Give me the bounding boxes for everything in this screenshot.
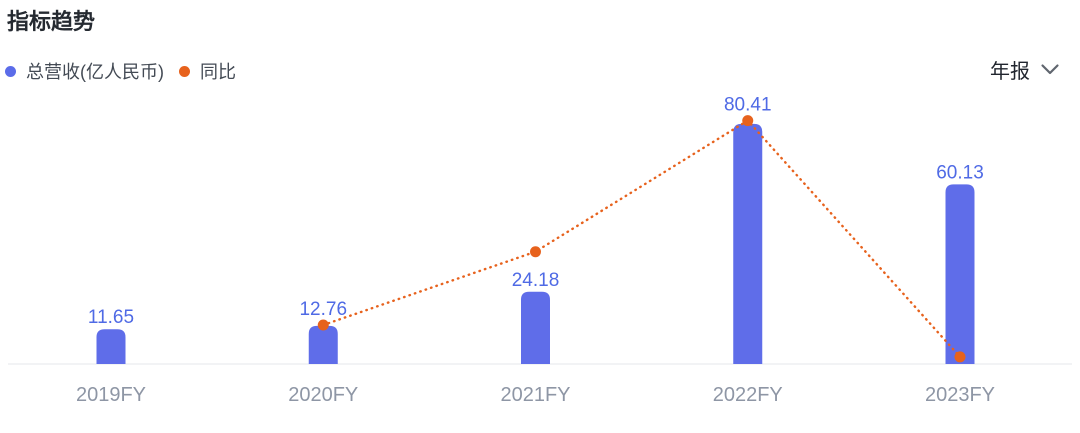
bar-value-label-2020FY: 12.76 [299,299,347,320]
x-axis-label-2021FY: 2021FY [500,384,570,406]
bar-value-label-2019FY: 11.65 [88,307,134,328]
panel-title: 指标趋势 [7,9,96,34]
bar-2019FY[interactable] [96,329,126,364]
legend-item-revenue[interactable]: 总营收(亿人民币) [5,58,164,84]
period-selector[interactable]: 年报 [990,55,1060,84]
chevron-down-icon [1041,64,1059,75]
legend-label-yoy: 同比 [200,62,236,82]
yoy-dotted-line [322,119,962,359]
legend-marker-yoy-icon [179,65,190,77]
legend-marker-revenue-icon [5,65,16,77]
bar-value-label-2021FY: 24.18 [512,270,560,291]
bar-2020FY[interactable] [308,325,338,364]
yoy-point-2020FY[interactable] [317,319,329,331]
legend-label-revenue: 总营收(亿人民币) [26,62,164,82]
bar-2021FY[interactable] [521,291,550,364]
chart-legend: 总营收(亿人民币) 同比 [5,58,236,84]
x-axis-label-2019FY: 2019FY [76,384,146,406]
yoy-point-2022FY[interactable] [742,115,754,127]
x-axis-label-2023FY: 2023FY [925,384,995,406]
x-axis-label-2022FY: 2022FY [713,384,783,406]
bar-value-label-2022FY: 80.41 [724,95,772,116]
bar-2022FY[interactable] [733,123,763,364]
x-axis-label-2020FY: 2020FY [288,384,358,406]
bar-value-label-2023FY: 60.13 [936,162,984,183]
legend-item-yoy[interactable]: 同比 [179,58,236,84]
yoy-point-2021FY[interactable] [530,246,541,258]
period-selector-value: 年报 [990,61,1030,83]
yoy-point-2023FY[interactable] [954,351,966,363]
bar-2023FY[interactable] [945,184,975,364]
